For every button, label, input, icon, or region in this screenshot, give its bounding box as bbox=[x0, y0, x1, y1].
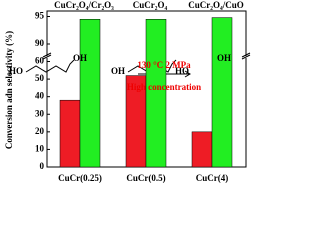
group-label: CuCr₂O₄/Cr₂O₃ bbox=[54, 0, 114, 10]
annotation: 130 °C 2 MPa bbox=[137, 60, 191, 70]
annotation: High concentration bbox=[127, 82, 201, 92]
y-tick-label: 10 bbox=[35, 143, 45, 153]
y-tick-label: 60 bbox=[35, 56, 45, 66]
annotation: OH bbox=[217, 53, 231, 63]
y-tick-label: 20 bbox=[35, 126, 45, 136]
bar bbox=[191, 131, 213, 168]
group-label: CuCr₂O₄/CuO bbox=[188, 0, 243, 10]
y-tick-label: 0 bbox=[40, 161, 45, 171]
y-tick-label: 50 bbox=[35, 73, 45, 83]
y-tick-label: 40 bbox=[35, 91, 45, 101]
annotation: OH bbox=[111, 66, 125, 76]
y-tick-label: 90 bbox=[35, 38, 45, 48]
x-tick-label: CuCr(4) bbox=[196, 173, 229, 183]
bar bbox=[211, 17, 233, 168]
axis-break bbox=[241, 52, 251, 58]
y-tick-label: 30 bbox=[35, 108, 45, 118]
axis-break bbox=[42, 54, 52, 60]
chart: Conversion adn selectivity (%) 0 10 20 30 40… bbox=[4, 0, 251, 183]
bar bbox=[59, 99, 81, 168]
x-tick-label: CuCr(0.25) bbox=[58, 173, 102, 183]
x-tick-label: CuCr(0.5) bbox=[126, 173, 165, 183]
y-tick-label: 95 bbox=[35, 11, 45, 21]
bar bbox=[79, 19, 101, 168]
y-axis-label: Conversion adn selectivity (%) bbox=[4, 31, 14, 149]
annotation: HO bbox=[9, 66, 23, 76]
bar bbox=[145, 19, 167, 168]
axis-break bbox=[241, 54, 251, 60]
group-label: CuCr₂O₄ bbox=[133, 0, 168, 10]
annotation: HO bbox=[175, 66, 189, 76]
annotation: OH bbox=[73, 53, 87, 63]
axis-break bbox=[42, 52, 52, 58]
